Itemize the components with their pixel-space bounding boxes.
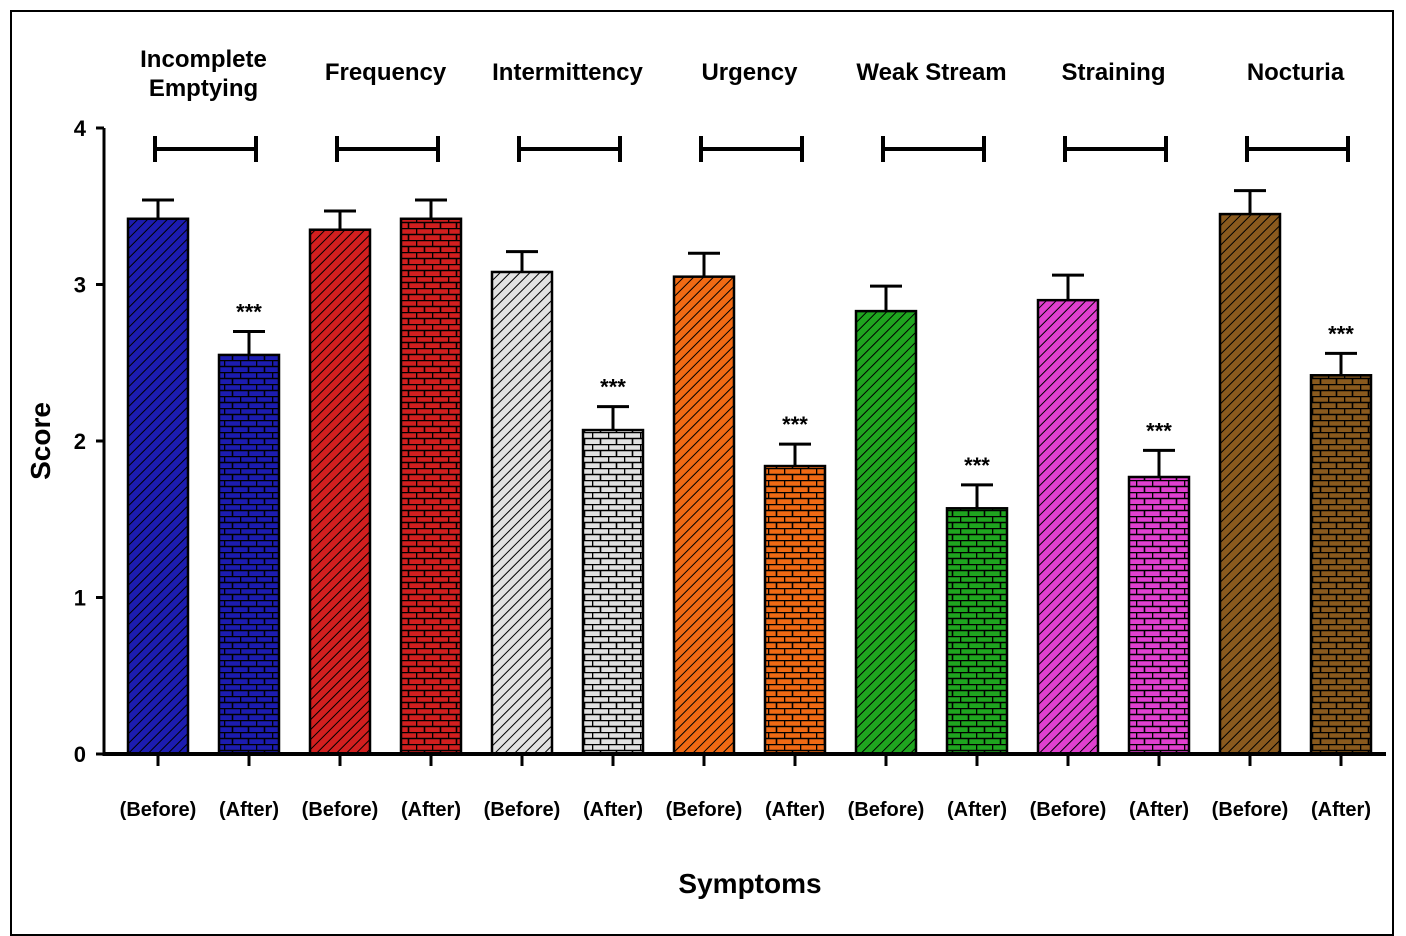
x-tick-label: (Before) bbox=[848, 799, 925, 821]
bar bbox=[308, 228, 372, 756]
bar bbox=[1036, 298, 1100, 756]
comparison-bracket bbox=[335, 136, 440, 162]
error-bar bbox=[142, 198, 174, 219]
significance-label: *** bbox=[1328, 321, 1354, 346]
x-tick-label: (After) bbox=[947, 799, 1007, 821]
x-tick-label: (Before) bbox=[666, 799, 743, 821]
error-bar bbox=[506, 250, 538, 272]
bar bbox=[1218, 212, 1282, 756]
x-tick-label: (After) bbox=[219, 799, 279, 821]
y-axis-title: Score bbox=[25, 402, 56, 480]
x-tick-label: (Before) bbox=[1030, 799, 1107, 821]
comparison-bracket bbox=[1245, 136, 1350, 162]
group-label: Incomplete Emptying bbox=[140, 46, 267, 102]
group-label: Frequency bbox=[325, 59, 447, 86]
bar bbox=[763, 464, 827, 756]
bar bbox=[945, 507, 1009, 756]
error-bar bbox=[233, 329, 265, 355]
x-tick-label: (Before) bbox=[120, 799, 197, 821]
bar bbox=[126, 217, 190, 756]
bar bbox=[672, 275, 736, 756]
bar bbox=[490, 270, 554, 756]
x-tick-label: (After) bbox=[765, 799, 825, 821]
significance-label: *** bbox=[236, 299, 262, 324]
group-label: Urgency bbox=[701, 59, 798, 86]
error-bar bbox=[324, 209, 356, 230]
x-tick-label: (Before) bbox=[302, 799, 379, 821]
bars-layer bbox=[126, 189, 1373, 756]
bar bbox=[581, 428, 645, 756]
labels-layer: 0 1 2 3 4 Incomplete Emptying (Before) *** (After… bbox=[74, 46, 1371, 821]
y-tick-label: 4 bbox=[74, 116, 87, 141]
significance-label: *** bbox=[782, 412, 808, 437]
comparison-bracket bbox=[881, 136, 986, 162]
x-tick-label: (After) bbox=[401, 799, 461, 821]
x-tick-label: (Before) bbox=[484, 799, 561, 821]
y-tick-label: 2 bbox=[74, 429, 86, 454]
bar bbox=[217, 353, 281, 756]
x-tick-label: (After) bbox=[583, 799, 643, 821]
group-label: Weak Stream bbox=[856, 59, 1006, 86]
x-tick-label: (After) bbox=[1311, 799, 1371, 821]
error-bar bbox=[961, 483, 993, 509]
error-bar bbox=[1143, 448, 1175, 477]
error-bar bbox=[870, 284, 902, 312]
error-bar bbox=[597, 405, 629, 431]
error-bar bbox=[415, 198, 447, 219]
error-bar bbox=[688, 251, 720, 277]
comparison-bracket bbox=[153, 136, 258, 162]
error-bar bbox=[1234, 189, 1266, 215]
comparison-bracket bbox=[699, 136, 804, 162]
comparison-bracket bbox=[517, 136, 622, 162]
comparison-bracket bbox=[1063, 136, 1168, 162]
x-tick-label: (Before) bbox=[1212, 799, 1289, 821]
axes-layer bbox=[102, 128, 1386, 756]
group-label: Straining bbox=[1061, 59, 1165, 86]
significance-label: *** bbox=[600, 375, 626, 400]
significance-label: *** bbox=[964, 453, 990, 478]
x-tick-label: (After) bbox=[1129, 799, 1189, 821]
bar bbox=[854, 309, 918, 756]
x-axis-title: Symptoms bbox=[678, 868, 821, 899]
y-tick-label: 1 bbox=[74, 586, 86, 611]
group-label: Intermittency bbox=[492, 59, 643, 86]
error-bar bbox=[779, 442, 811, 467]
bar bbox=[399, 217, 463, 756]
bar bbox=[1309, 374, 1373, 756]
error-bar bbox=[1052, 273, 1084, 301]
bar bbox=[1127, 475, 1191, 756]
significance-label: *** bbox=[1146, 418, 1172, 443]
error-bar bbox=[1325, 351, 1357, 376]
y-tick-label: 0 bbox=[74, 742, 86, 767]
group-label: Nocturia bbox=[1247, 59, 1345, 86]
y-tick-label: 3 bbox=[74, 273, 86, 298]
